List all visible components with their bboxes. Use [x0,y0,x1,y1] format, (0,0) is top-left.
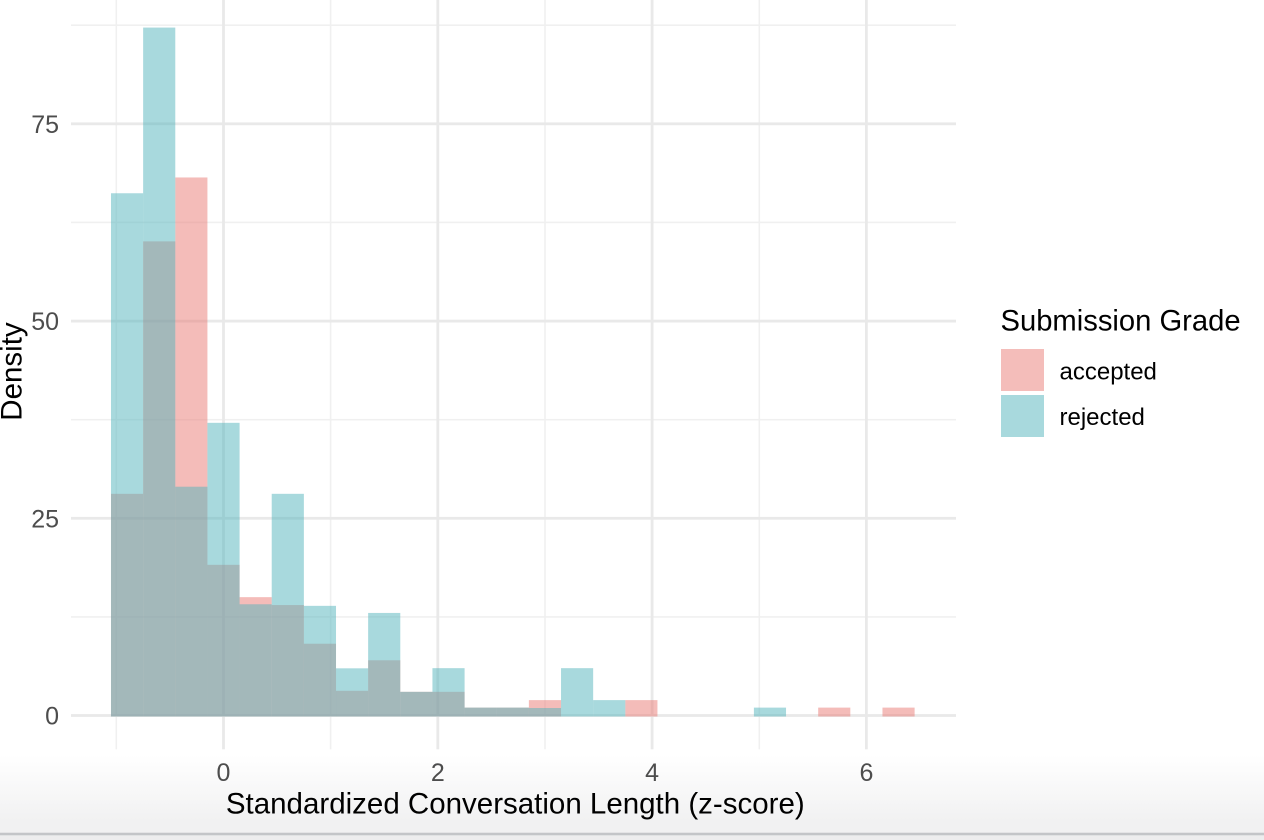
svg-text:0: 0 [45,703,59,731]
svg-text:4: 4 [645,759,659,787]
svg-text:75: 75 [31,111,59,139]
svg-text:2: 2 [431,759,445,787]
svg-text:50: 50 [31,308,59,336]
svg-text:25: 25 [31,505,59,533]
svg-text:Standardized Conversation Leng: Standardized Conversation Length (z-scor… [226,788,805,821]
svg-text:accepted: accepted [1060,359,1157,386]
svg-text:Submission Grade: Submission Grade [1001,306,1241,338]
svg-text:6: 6 [859,759,873,787]
svg-text:Density: Density [0,322,29,421]
svg-text:rejected: rejected [1060,404,1145,431]
svg-text:0: 0 [217,759,231,787]
